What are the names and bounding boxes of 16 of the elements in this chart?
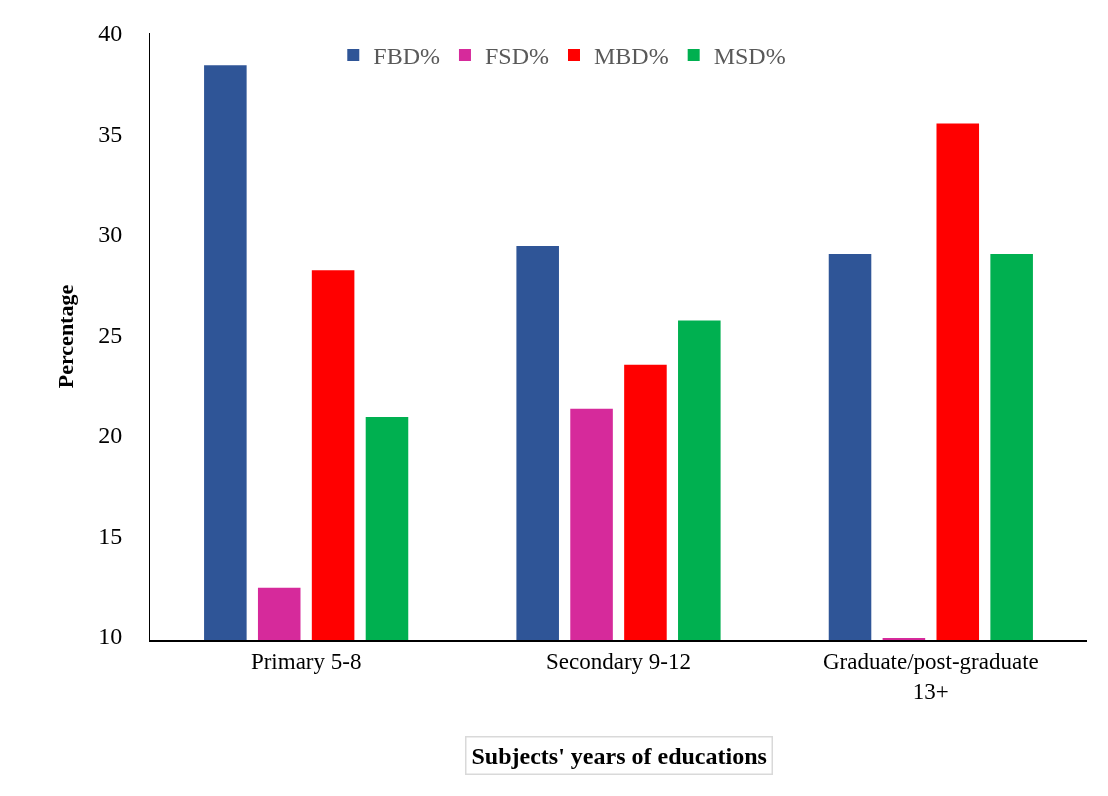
legend-label: FSD%	[484, 43, 549, 70]
y-tick-label: 25	[98, 321, 123, 348]
y-tick-label: 20	[98, 422, 123, 449]
y-tick-label: 35	[98, 120, 123, 147]
y-tick-label: 10	[98, 623, 123, 650]
x-axis-title: Subjects' years of educations	[471, 742, 767, 769]
legend-label: MSD%	[713, 43, 786, 70]
x-tick-label: Secondary 9-12	[546, 649, 691, 675]
x-tick-label: Graduate/post-graduate 13+	[822, 649, 1039, 705]
x-tick-label: Primary 5-8	[250, 649, 362, 675]
legend-label: FBD%	[373, 43, 440, 70]
y-axis-title: Percentage	[53, 284, 78, 389]
y-tick-label: 40	[98, 20, 123, 47]
legend-label: MBD%	[594, 43, 669, 70]
y-tick-label: 30	[98, 221, 123, 248]
y-tick-label: 15	[98, 522, 123, 549]
